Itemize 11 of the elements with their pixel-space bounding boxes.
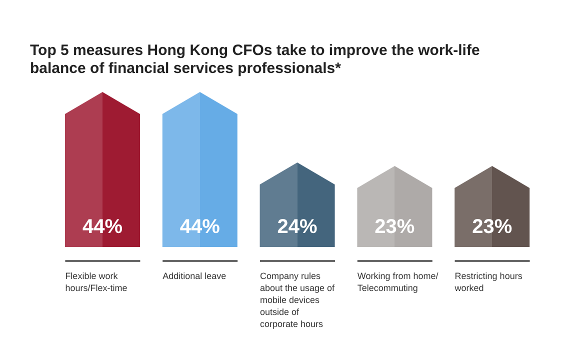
data-label: 44% [82,216,123,238]
data-label: 23% [472,216,512,238]
data-label: 24% [277,216,318,238]
x-tick-label: Restricting hours worked [454,271,523,293]
data-label: 44% [180,216,220,238]
x-tick-label: Additional leave [162,271,226,281]
data-label: 23% [374,216,415,238]
x-tick-label: Flexible work hours/Flex-time [65,271,128,293]
chart-title: Top 5 measures Hong Kong CFOs take to improve the work-life balance of financial services professionals* [30,42,481,78]
x-tick-label: Company rules about the usage of mobile devices outside of corporate hours [260,271,336,329]
x-tick-label: Working from home/ Telecommuting [357,271,439,293]
